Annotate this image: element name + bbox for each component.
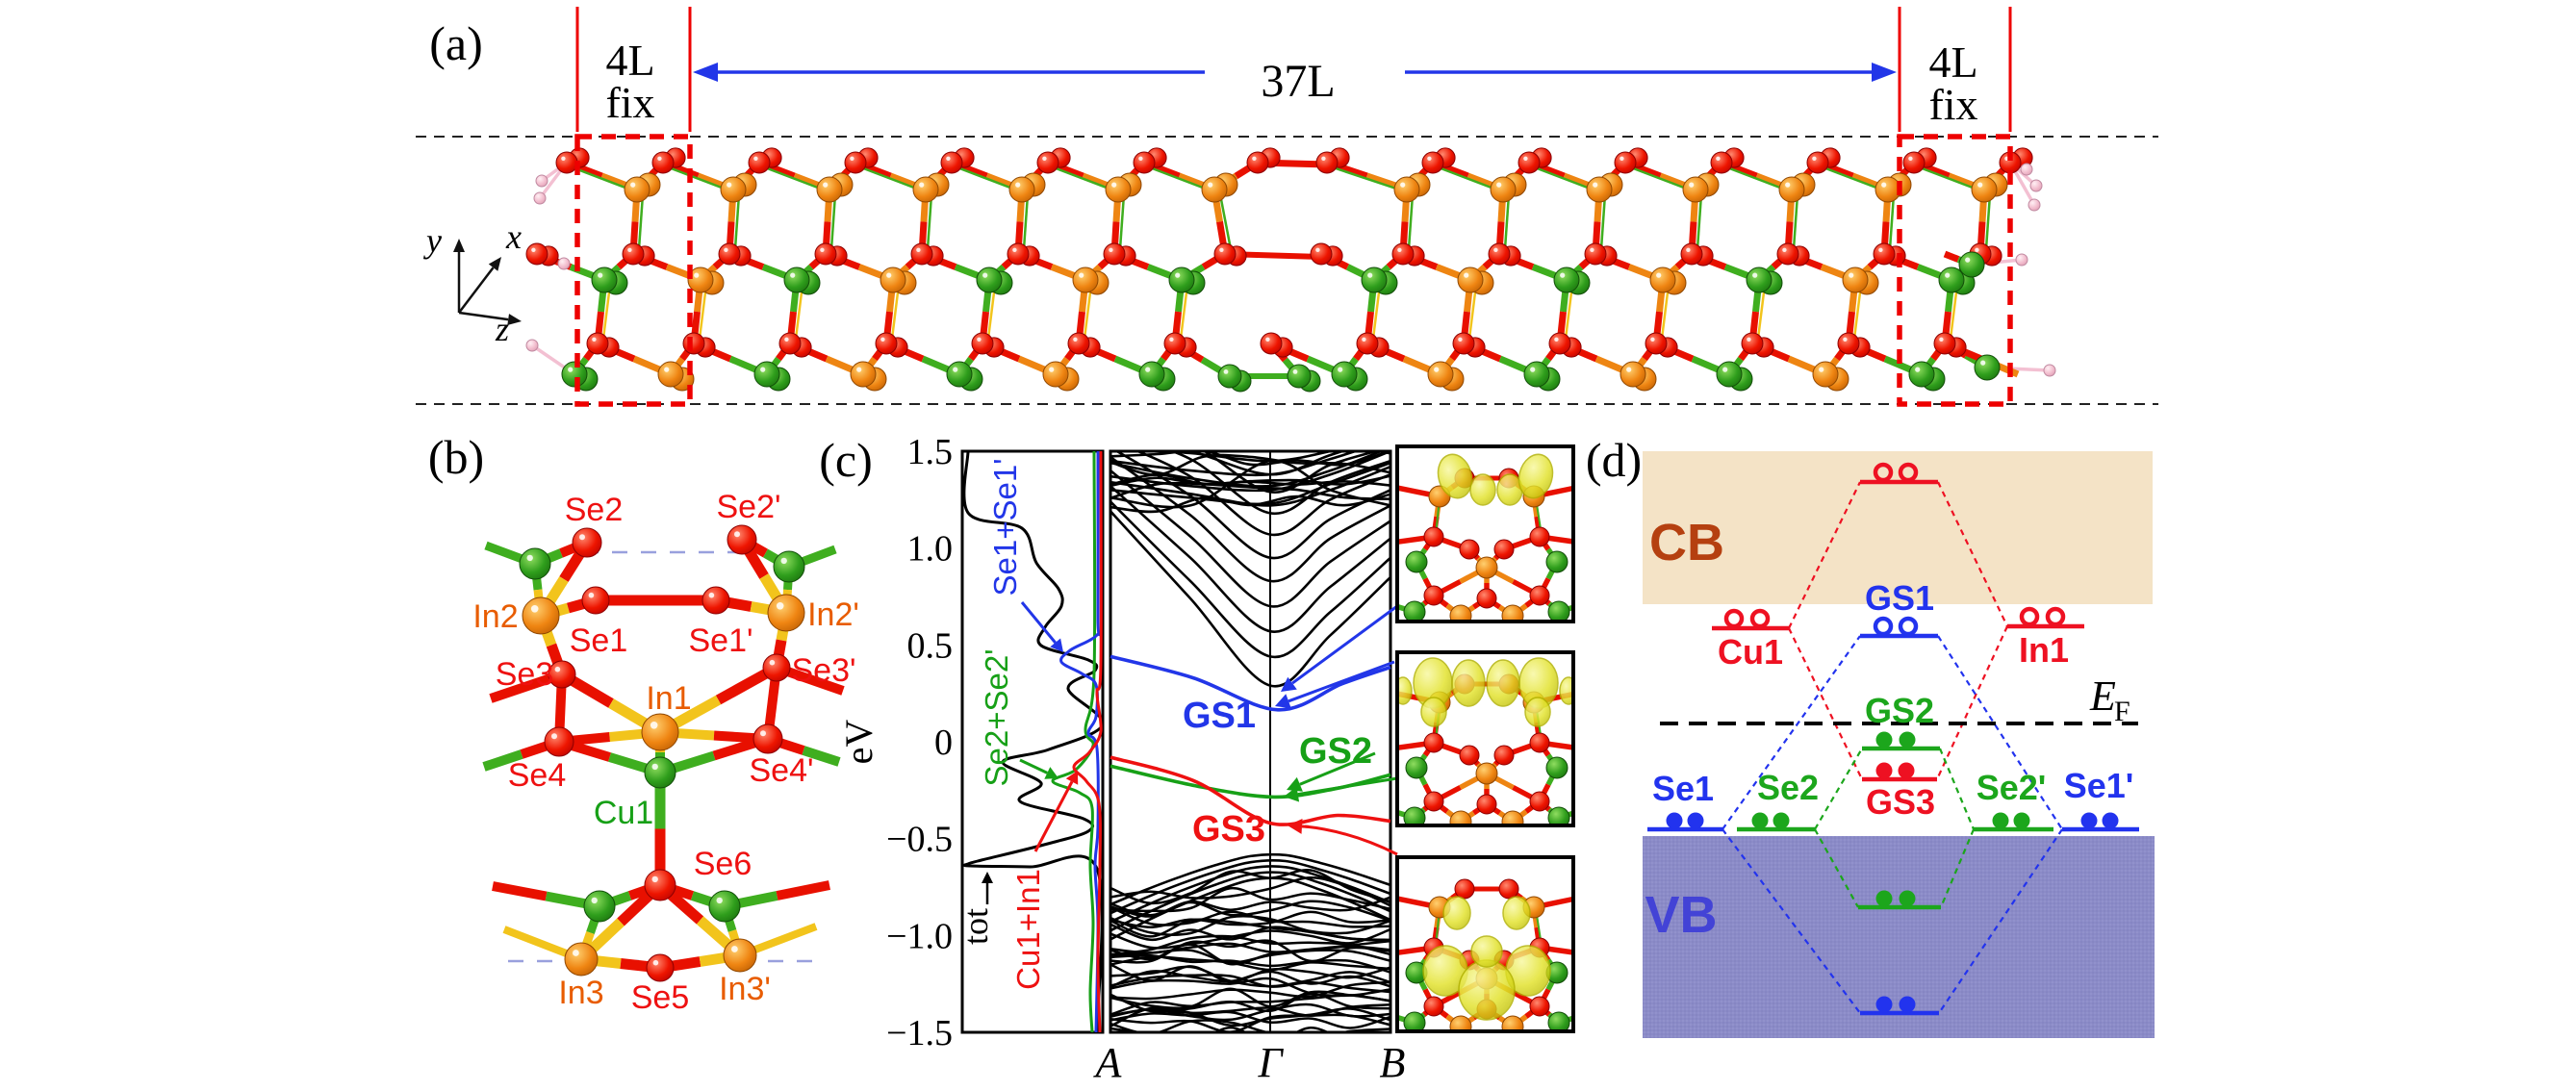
svg-text:In3: In3 — [558, 975, 603, 1011]
svg-text:Se1+Se1': Se1+Se1' — [987, 458, 1023, 596]
svg-text:GS3: GS3 — [1866, 782, 1935, 822]
svg-text:Se3': Se3' — [792, 652, 856, 689]
svg-text:GS1: GS1 — [1865, 578, 1934, 618]
svg-text:VB: VB — [1645, 886, 1717, 944]
svg-text:Se6: Se6 — [694, 846, 752, 882]
svg-text:In2': In2' — [807, 596, 859, 633]
svg-text:y: y — [423, 221, 442, 260]
svg-text:Se1': Se1' — [689, 622, 753, 659]
svg-text:Se2': Se2' — [717, 489, 781, 525]
svg-text:Se1': Se1' — [2064, 766, 2134, 805]
svg-text:x: x — [505, 217, 522, 256]
svg-text:Se5: Se5 — [631, 979, 690, 1016]
svg-text:(d): (d) — [1586, 433, 1642, 487]
svg-text:GS2: GS2 — [1865, 691, 1934, 730]
svg-text:0: 0 — [934, 723, 953, 763]
svg-text:(b): (b) — [428, 430, 484, 484]
svg-text:Se4: Se4 — [508, 757, 567, 794]
svg-text:Cu1: Cu1 — [594, 795, 653, 831]
svg-text:Cu1: Cu1 — [1718, 632, 1783, 672]
svg-text:GS3: GS3 — [1192, 809, 1265, 850]
svg-text:eV: eV — [837, 720, 880, 765]
svg-text:E: E — [2089, 672, 2116, 720]
svg-text:−0.5: −0.5 — [886, 820, 953, 860]
svg-text:Cu1+In1: Cu1+In1 — [1010, 869, 1046, 990]
svg-text:GS2: GS2 — [1299, 731, 1372, 772]
svg-text:In1: In1 — [646, 680, 691, 717]
svg-text:CB: CB — [1649, 514, 1724, 571]
svg-text:In1: In1 — [2019, 630, 2069, 670]
svg-text:fix: fix — [605, 78, 654, 127]
svg-text:Se1: Se1 — [1652, 769, 1714, 808]
svg-text:−1.5: −1.5 — [886, 1013, 953, 1053]
svg-text:Se2+Se2': Se2+Se2' — [979, 648, 1014, 786]
svg-text:(a): (a) — [429, 16, 483, 70]
svg-text:(c): (c) — [819, 433, 873, 487]
svg-text:1.5: 1.5 — [907, 432, 954, 472]
svg-text:Se2': Se2' — [1977, 768, 2047, 807]
svg-text:Se2: Se2 — [1757, 768, 1819, 807]
svg-text:37L: 37L — [1261, 56, 1335, 107]
svg-text:1.0: 1.0 — [907, 529, 954, 570]
svg-text:0.5: 0.5 — [907, 625, 954, 666]
svg-text:Se3: Se3 — [496, 656, 554, 693]
svg-text:In2: In2 — [472, 598, 518, 635]
svg-text:−1.0: −1.0 — [886, 916, 953, 956]
svg-text:z: z — [495, 310, 509, 348]
svg-text:Γ: Γ — [1257, 1039, 1284, 1086]
svg-text:fix: fix — [1928, 80, 1977, 129]
svg-text:GS1: GS1 — [1183, 696, 1256, 736]
svg-text:Se1: Se1 — [570, 622, 628, 659]
svg-text:Se4': Se4' — [750, 752, 814, 789]
svg-text:F: F — [2114, 696, 2130, 727]
svg-text:4L: 4L — [605, 36, 654, 85]
svg-text:B: B — [1380, 1039, 1406, 1086]
svg-text:Se2: Se2 — [565, 492, 624, 528]
svg-text:4L: 4L — [1928, 38, 1977, 87]
svg-text:A: A — [1093, 1039, 1123, 1086]
svg-text:tot: tot — [956, 908, 995, 945]
svg-text:In3': In3' — [719, 971, 771, 1007]
